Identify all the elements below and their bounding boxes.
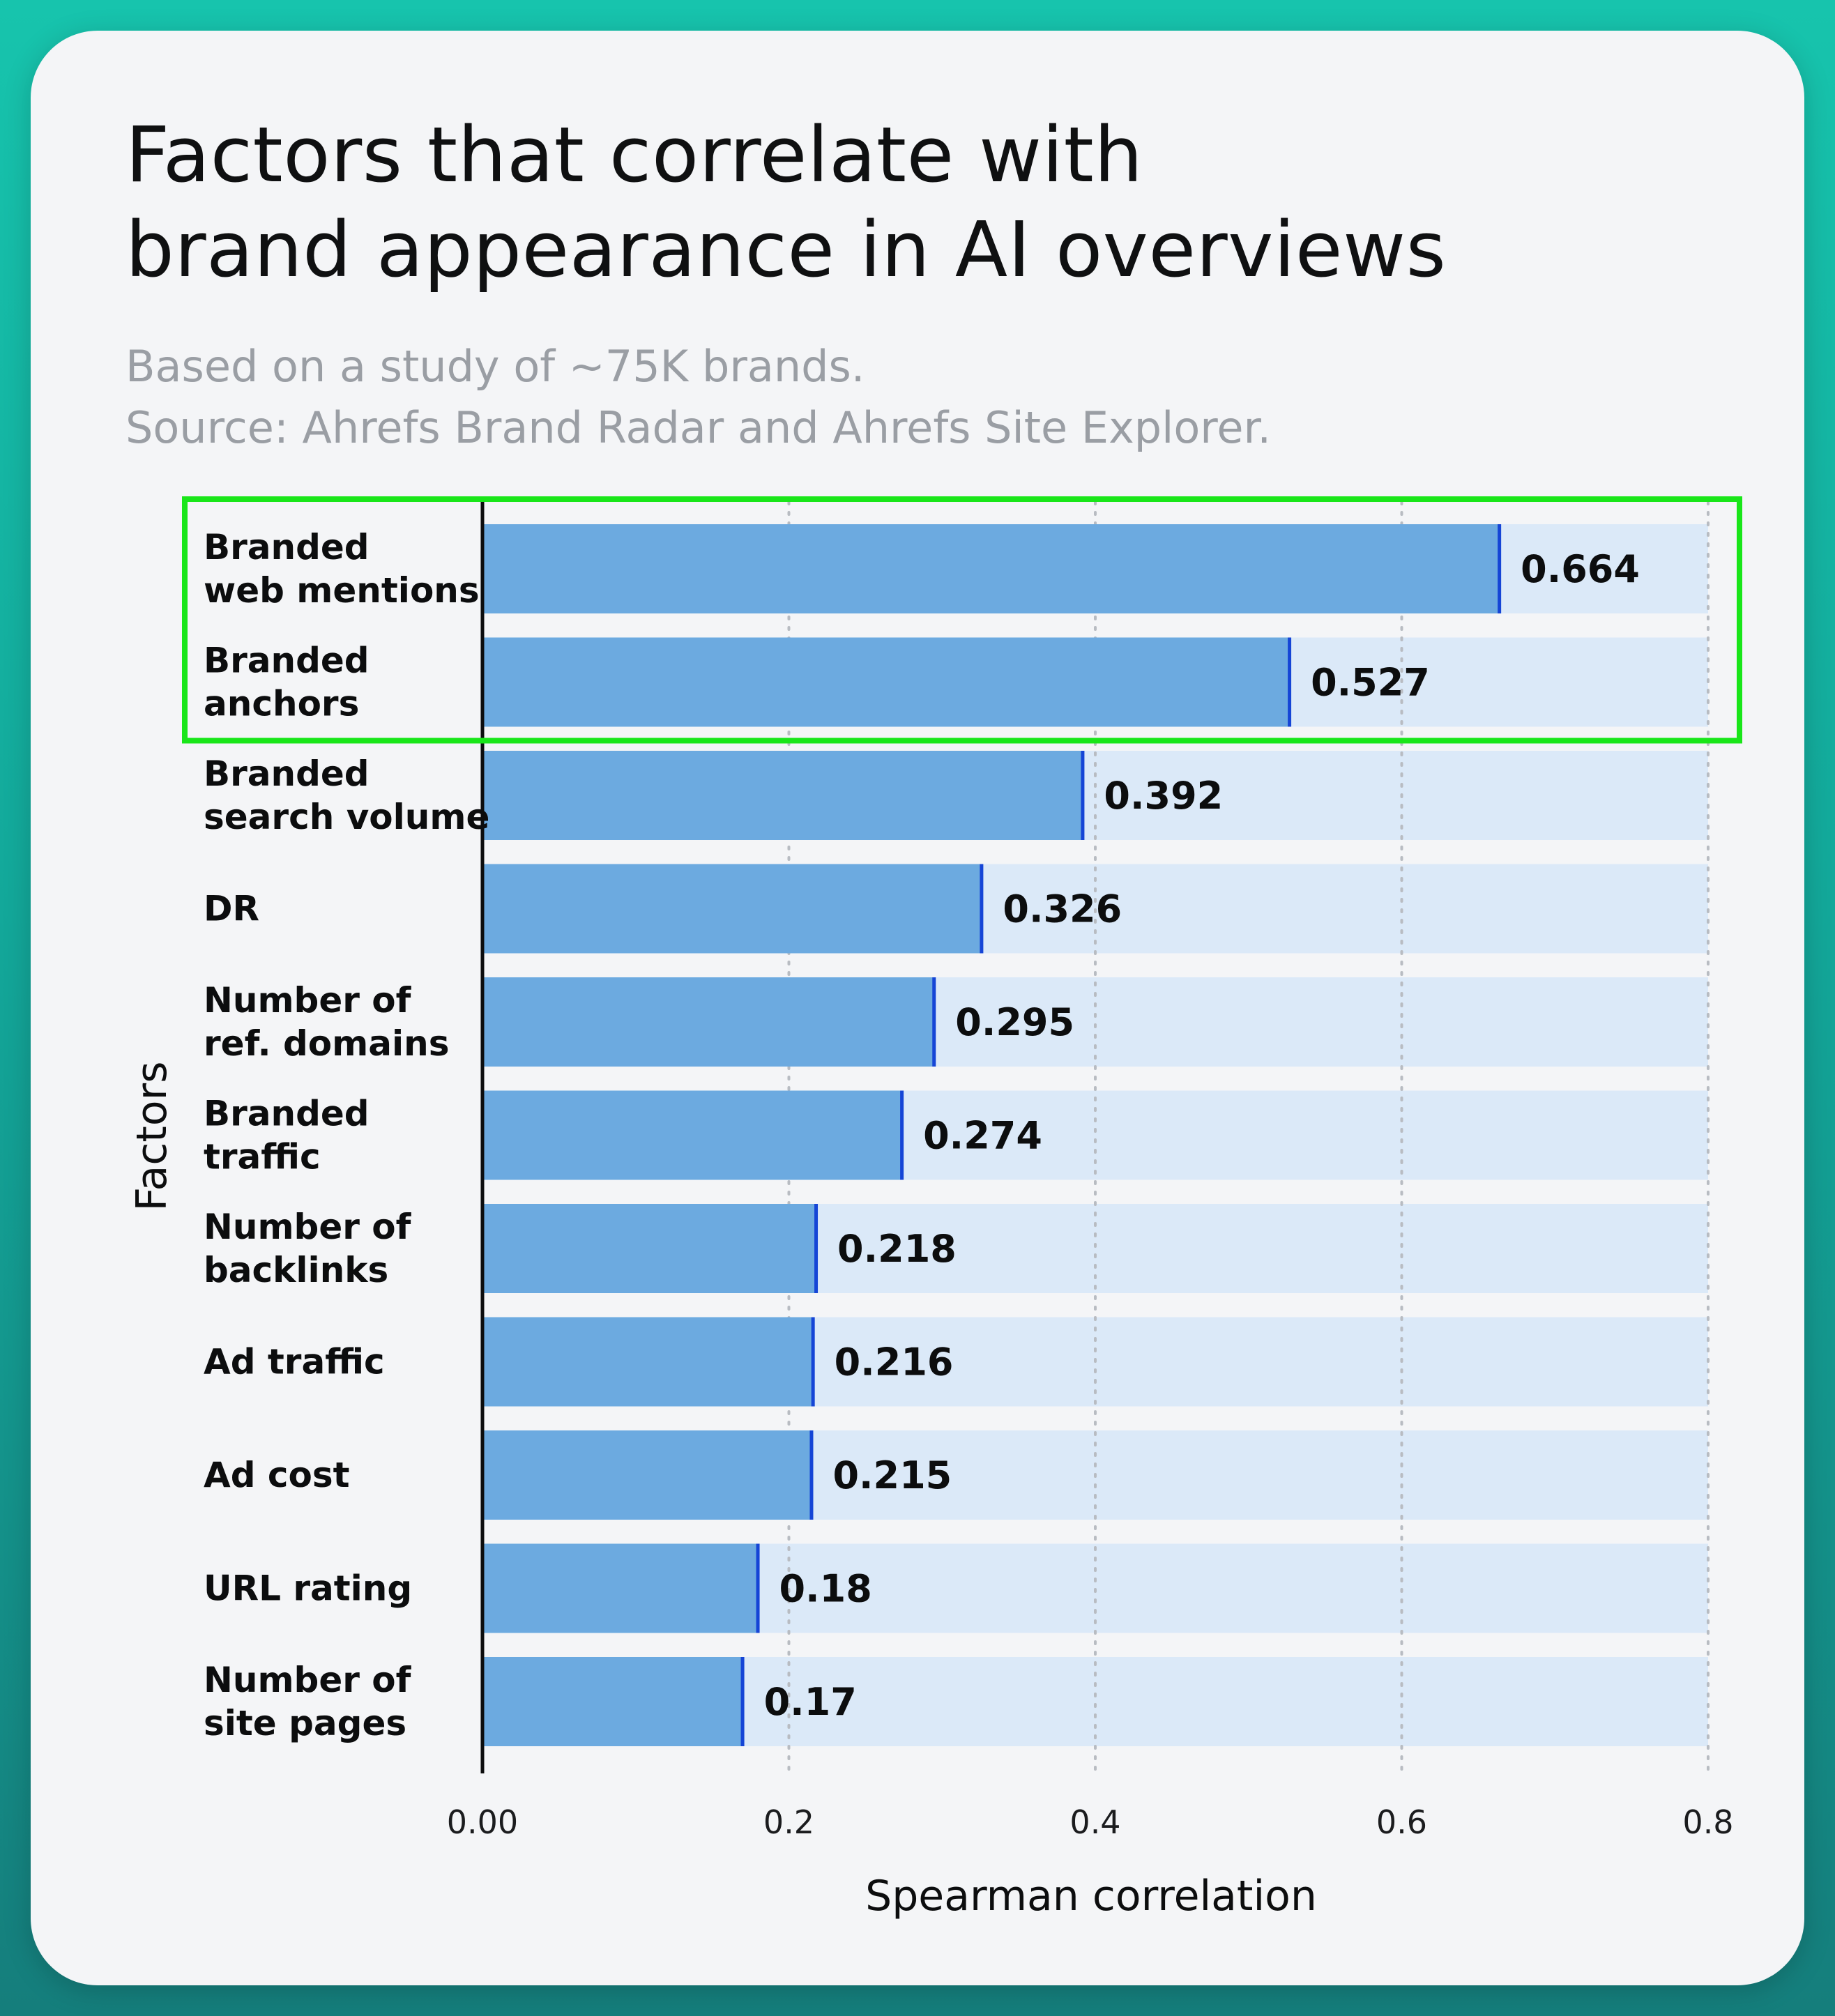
data-label: 0.218 bbox=[837, 1227, 957, 1271]
bar bbox=[482, 637, 1290, 727]
data-label: 0.326 bbox=[1003, 887, 1122, 931]
data-label: 0.215 bbox=[832, 1453, 952, 1497]
x-tick-label: 0.2 bbox=[763, 1803, 814, 1841]
bar-end-marker bbox=[1498, 524, 1502, 613]
data-label: 0.274 bbox=[923, 1114, 1042, 1158]
bar bbox=[482, 1090, 903, 1180]
y-axis-title: Factors bbox=[128, 1062, 176, 1212]
data-label: 0.17 bbox=[764, 1680, 857, 1724]
data-label: 0.527 bbox=[1311, 661, 1430, 705]
category-label: Number of ref. domains bbox=[204, 980, 449, 1064]
x-tick-label: 0.4 bbox=[1069, 1803, 1120, 1841]
data-label: 0.392 bbox=[1104, 774, 1223, 818]
bar bbox=[482, 864, 982, 954]
chart-title-line-2: brand appearance in AI overviews bbox=[125, 205, 1447, 294]
category-label: Branded traffic bbox=[204, 1094, 370, 1177]
bar-end-marker bbox=[980, 864, 984, 954]
chart-subtitle-line-2: Source: Ahrefs Brand Radar and Ahrefs Si… bbox=[125, 402, 1272, 453]
chart-title-line-1: Factors that correlate with bbox=[125, 110, 1143, 199]
x-tick-label: 0.8 bbox=[1682, 1803, 1733, 1841]
bar-end-marker bbox=[811, 1317, 815, 1407]
x-axis-title: Spearman correlation bbox=[865, 1872, 1317, 1920]
bar bbox=[482, 1204, 817, 1293]
bar bbox=[482, 1657, 743, 1746]
bar bbox=[482, 1543, 759, 1633]
data-label: 0.664 bbox=[1521, 547, 1640, 591]
bar bbox=[482, 1317, 814, 1407]
bar-end-marker bbox=[814, 1204, 818, 1293]
data-label: 0.18 bbox=[779, 1567, 872, 1611]
highlight-box bbox=[182, 496, 1742, 744]
bar bbox=[482, 751, 1083, 840]
category-label: Ad traffic bbox=[204, 1342, 385, 1382]
category-label: Branded web mentions bbox=[204, 527, 480, 611]
bar-end-marker bbox=[809, 1430, 814, 1520]
bar-end-marker bbox=[1081, 751, 1085, 840]
data-label: 0.216 bbox=[835, 1341, 954, 1384]
bar-end-marker bbox=[900, 1090, 904, 1180]
bar-end-marker bbox=[756, 1543, 760, 1633]
category-label: Ad cost bbox=[204, 1455, 350, 1495]
x-tick-label: 0.00 bbox=[447, 1803, 518, 1841]
category-label: DR bbox=[204, 889, 259, 929]
bar bbox=[482, 1430, 812, 1520]
category-label: Branded search volume bbox=[204, 754, 489, 837]
chart-title: Factors that correlate with brand appear… bbox=[125, 107, 1446, 297]
bar-end-marker bbox=[740, 1657, 745, 1746]
bar bbox=[482, 524, 1500, 613]
data-label: 0.295 bbox=[955, 1000, 1074, 1044]
bar-end-marker bbox=[1288, 637, 1292, 727]
chart-subtitle: Based on a study of ~75K brands. Source:… bbox=[125, 336, 1271, 459]
category-label: Branded anchors bbox=[204, 641, 370, 724]
chart-subtitle-line-1: Based on a study of ~75K brands. bbox=[125, 341, 865, 392]
bar-end-marker bbox=[932, 977, 936, 1067]
category-label: Number of site pages bbox=[204, 1660, 412, 1743]
bar bbox=[482, 977, 935, 1067]
category-label: URL rating bbox=[204, 1568, 412, 1609]
x-tick-label: 0.6 bbox=[1376, 1803, 1427, 1841]
category-label: Number of backlinks bbox=[204, 1207, 412, 1290]
